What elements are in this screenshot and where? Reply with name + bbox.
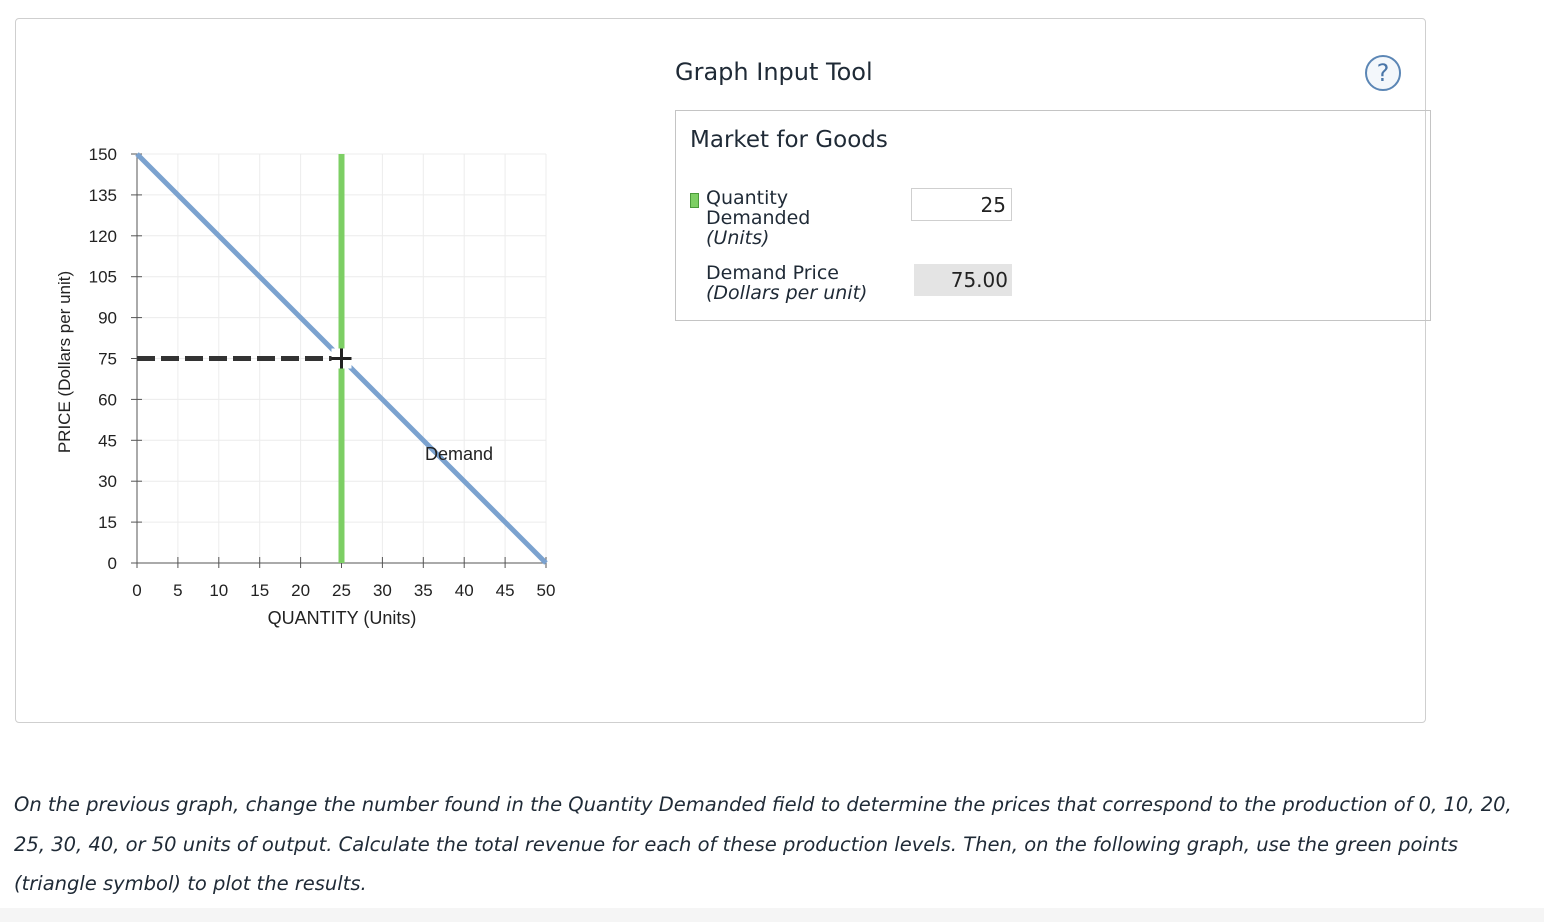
y-tick-label: 75 xyxy=(98,350,117,369)
y-tick-label: 120 xyxy=(89,227,117,246)
x-axis-label: QUANTITY (Units) xyxy=(268,608,417,628)
x-tick-label: 10 xyxy=(209,581,228,600)
x-tick-label: 30 xyxy=(373,581,392,600)
x-tick-label: 20 xyxy=(291,581,310,600)
demand-price-label: Demand Price (Dollars per unit) xyxy=(706,262,868,304)
quantity-demanded-label: Quantity Demanded (Units) xyxy=(706,187,811,249)
instructions-text: On the previous graph, change the number… xyxy=(14,793,1512,895)
x-tick-label: 5 xyxy=(173,581,182,600)
demand-graph[interactable]: 0 15 30 45 60 75 90 105 120 135 150 0 5 10 15 20 25 30 35 4… xyxy=(0,0,600,650)
x-tick-label: 50 xyxy=(537,581,556,600)
demand-curve-label: Demand xyxy=(425,444,493,464)
demand-price-value: 75.00 xyxy=(914,264,1012,296)
market-title: Market for Goods xyxy=(690,127,888,153)
y-tick-label: 60 xyxy=(98,390,117,409)
series xyxy=(135,152,548,565)
quantity-marker-swatch-icon xyxy=(690,193,699,208)
page-bottom-strip xyxy=(0,908,1544,922)
x-tick-label: 0 xyxy=(132,581,141,600)
y-axis-label: PRICE (Dollars per unit) xyxy=(55,271,74,453)
y-tick-label: 0 xyxy=(108,554,117,573)
x-tick-label: 40 xyxy=(455,581,474,600)
market-for-goods-box: Market for Goods Quantity Demanded (Unit… xyxy=(675,110,1431,321)
graph-input-tool-title: Graph Input Tool xyxy=(675,58,873,86)
y-tick-label: 135 xyxy=(89,186,117,205)
y-tick-label: 105 xyxy=(89,268,117,287)
ticks: 0 15 30 45 60 75 90 105 120 135 150 0 5 10 15 20 25 30 35 4… xyxy=(89,145,556,600)
y-tick-label: 15 xyxy=(98,513,117,532)
x-tick-label: 25 xyxy=(332,581,351,600)
x-tick-label: 45 xyxy=(496,581,515,600)
y-tick-label: 45 xyxy=(98,431,117,450)
y-tick-label: 90 xyxy=(98,309,117,328)
help-button[interactable]: ? xyxy=(1365,55,1401,91)
quantity-demanded-input[interactable] xyxy=(911,188,1012,221)
x-tick-label: 15 xyxy=(250,581,269,600)
question-circle-icon: ? xyxy=(1376,59,1390,87)
graph-panel xyxy=(15,18,1426,723)
x-tick-label: 35 xyxy=(414,581,433,600)
y-tick-label: 150 xyxy=(89,145,117,164)
y-tick-label: 30 xyxy=(98,472,117,491)
